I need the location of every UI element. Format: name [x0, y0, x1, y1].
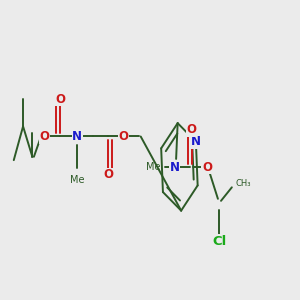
- Text: N: N: [191, 135, 201, 148]
- Text: O: O: [119, 130, 129, 143]
- Text: Me: Me: [70, 175, 85, 185]
- Text: CH₃: CH₃: [236, 179, 251, 188]
- Text: N: N: [169, 160, 180, 174]
- Text: O: O: [187, 123, 196, 136]
- Text: Me: Me: [146, 162, 160, 172]
- Text: O: O: [40, 130, 50, 143]
- Text: Cl: Cl: [212, 235, 226, 248]
- Text: N: N: [72, 130, 82, 143]
- Text: O: O: [202, 160, 212, 174]
- Text: O: O: [55, 93, 65, 106]
- Text: O: O: [103, 169, 113, 182]
